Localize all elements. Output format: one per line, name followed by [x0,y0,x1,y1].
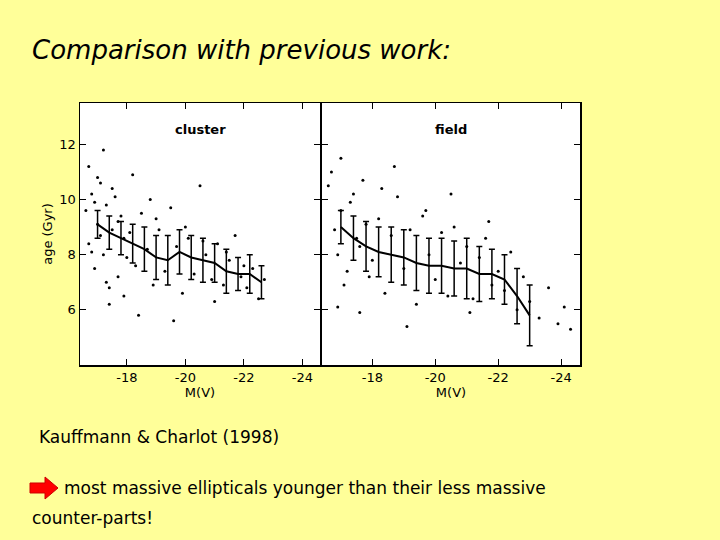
svg-text:6: 6 [68,302,76,317]
svg-text:-24: -24 [551,370,572,385]
svg-text:-22: -22 [233,370,254,385]
svg-text:8: 8 [68,247,76,262]
svg-text:age (Gyr): age (Gyr) [40,203,55,265]
svg-text:most massive ellipticals young: most massive ellipticals younger than th… [64,478,546,498]
svg-text:cluster: cluster [175,122,226,137]
svg-text:M(V): M(V) [185,385,215,400]
svg-text:field: field [435,122,467,137]
svg-text:-20: -20 [175,370,196,385]
svg-text:-20: -20 [425,370,446,385]
svg-text:-18: -18 [116,370,137,385]
svg-text:-18: -18 [362,370,383,385]
svg-text:-22: -22 [488,370,509,385]
svg-text:counter-parts!: counter-parts! [32,508,153,528]
svg-text:-24: -24 [292,370,313,385]
svg-text:M(V): M(V) [436,385,466,400]
svg-text:Comparison with previous work:: Comparison with previous work: [32,35,451,65]
svg-text:10: 10 [59,192,76,207]
svg-text:12: 12 [59,137,76,152]
svg-text:Kauffmann & Charlot (1998): Kauffmann & Charlot (1998) [39,427,279,447]
